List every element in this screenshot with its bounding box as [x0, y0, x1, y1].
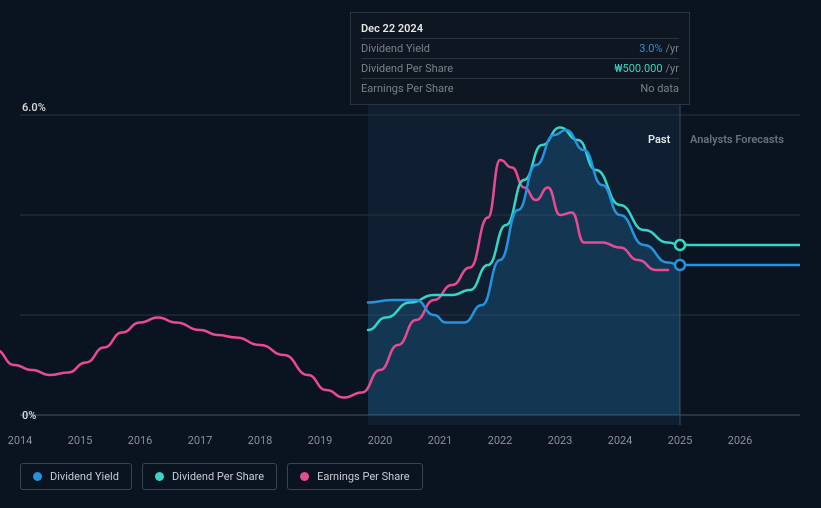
- x-axis-label: 2020: [368, 434, 393, 447]
- tooltip-row: Dividend Per Share ₩500.000/yr: [361, 59, 679, 79]
- forecast-label: Analysts Forecasts: [690, 133, 784, 146]
- x-axis-label: 2025: [668, 434, 693, 447]
- x-axis-label: 2014: [8, 434, 33, 447]
- legend-label: Dividend Per Share: [172, 470, 264, 483]
- x-axis-label: 2015: [68, 434, 93, 447]
- legend-item[interactable]: Dividend Per Share: [142, 463, 277, 490]
- tooltip-row-value: No data: [640, 82, 679, 95]
- legend-dot-icon: [33, 472, 42, 481]
- chart-tooltip: Dec 22 2024 Dividend Yield3.0%/yrDividen…: [350, 12, 690, 105]
- legend-item[interactable]: Dividend Yield: [20, 463, 132, 490]
- x-axis-label: 2018: [248, 434, 273, 447]
- dividend-chart: 6.0%0% 201420152016201720182019202020212…: [20, 105, 800, 425]
- x-axis-label: 2019: [308, 434, 333, 447]
- x-axis-label: 2026: [728, 434, 753, 447]
- x-axis-label: 2021: [428, 434, 453, 447]
- tooltip-row-label: Dividend Per Share: [361, 62, 453, 75]
- x-axis-label: 2016: [128, 434, 153, 447]
- legend-item[interactable]: Earnings Per Share: [287, 463, 423, 490]
- legend-label: Earnings Per Share: [317, 470, 410, 483]
- tooltip-row-label: Dividend Yield: [361, 42, 430, 55]
- x-axis-label: 2024: [608, 434, 633, 447]
- tooltip-date: Dec 22 2024: [361, 19, 679, 39]
- y-axis-label: 6.0%: [22, 101, 46, 114]
- x-axis-label: 2023: [548, 434, 573, 447]
- tooltip-row-label: Earnings Per Share: [361, 82, 454, 95]
- past-label: Past: [648, 133, 670, 146]
- y-axis-label: 0%: [22, 409, 36, 422]
- legend-dot-icon: [155, 472, 164, 481]
- legend-dot-icon: [300, 472, 309, 481]
- tooltip-row-value: 3.0%/yr: [639, 42, 679, 55]
- tooltip-row: Dividend Yield 3.0%/yr: [361, 39, 679, 59]
- x-axis-label: 2017: [188, 434, 213, 447]
- tooltip-row-value: ₩500.000/yr: [614, 62, 679, 75]
- tooltip-row: Earnings Per Share No data: [361, 79, 679, 98]
- legend-label: Dividend Yield: [50, 470, 119, 483]
- chart-legend: Dividend Yield Dividend Per Share Earnings…: [20, 463, 423, 490]
- x-axis-label: 2022: [488, 434, 513, 447]
